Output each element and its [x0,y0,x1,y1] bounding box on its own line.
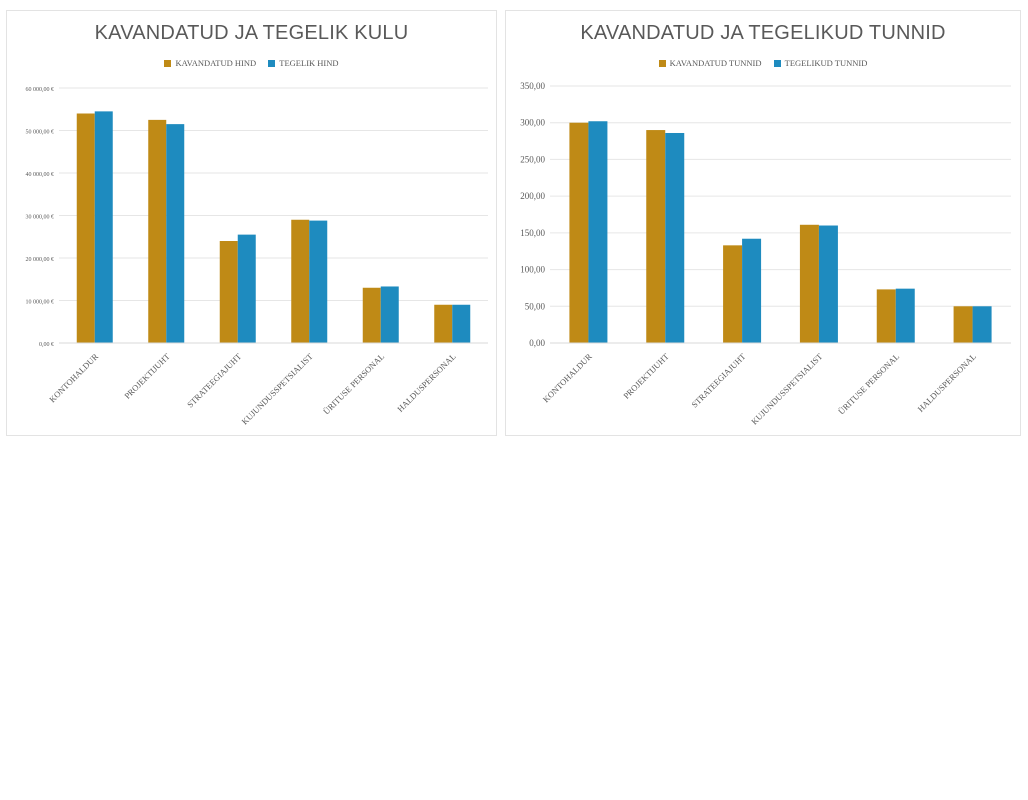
bar [452,304,471,343]
x-tick-label: PROJEKTIJUHT [122,351,172,401]
y-tick-label: 50,00 [525,301,546,311]
x-tick-label: KONTOHALDUR [47,351,100,404]
bar [742,238,762,343]
y-tick-label: 50 000,00 € [26,130,55,136]
y-tick-label: 20 000,00 € [26,257,55,263]
legend-swatch-actual [773,59,781,67]
y-tick-label: 200,00 [520,191,545,201]
y-tick-label: 0,00 € [39,342,54,348]
chart-legend: KAVANDATUD HIND TEGELIK HIND [7,58,496,69]
legend-label-planned: KAVANDATUD TUNNID [669,58,762,68]
y-tick-label: 40 000,00 € [26,172,55,178]
bar [569,122,589,343]
legend-item-planned: KAVANDATUD TUNNID [658,58,762,68]
x-tick-label: STRATEEGIAJUHT [689,351,748,410]
x-tick-label: KONTOHALDUR [541,351,594,404]
y-tick-label: 0,00 [529,338,545,348]
x-tick-label: HALDUSPERSONAL [915,351,978,414]
legend-swatch-planned [164,59,172,67]
bar [362,287,381,343]
chart-legend: KAVANDATUD TUNNID TEGELIKUD TUNNID [506,58,1020,69]
y-tick-label: 100,00 [520,265,545,275]
bar [148,119,167,343]
x-tick-label: HALDUSPERSONAL [395,351,458,414]
x-tick-label: KUJUNDUSSPETSIALIST [749,351,825,427]
bar [237,234,256,343]
chart-title: KAVANDATUD JA TEGELIKUD TUNNID [580,22,946,44]
bar [76,113,95,343]
bar [434,304,453,343]
bar [94,111,113,343]
bar [166,124,185,343]
x-tick-label: KUJUNDUSSPETSIALIST [239,351,315,427]
bar [799,224,819,343]
bar [291,219,310,343]
legend-label-actual: TEGELIK HIND [279,58,339,68]
hours-chart-panel: KAVANDATUD JA TEGELIKUD TUNNID KAVANDATU… [505,10,1021,436]
legend-swatch-planned [658,59,666,67]
y-tick-label: 30 000,00 € [26,215,55,221]
x-tick-label: PROJEKTIJUHT [621,351,671,401]
x-tick-label: STRATEEGIAJUHT [185,351,244,410]
legend-item-actual: TEGELIK HIND [268,58,339,68]
y-tick-label: 350,00 [520,81,545,91]
y-tick-label: 150,00 [520,228,545,238]
x-tick-label: ÜRITUSE PERSONAL [836,351,901,416]
bar [380,286,399,343]
bar [895,288,915,343]
legend-label-planned: KAVANDATUD HIND [175,58,257,68]
bar [972,306,992,343]
legend-swatch-actual [268,59,276,67]
bar [723,245,743,343]
legend-label-actual: TEGELIKUD TUNNID [784,58,868,68]
y-tick-label: 250,00 [520,154,545,164]
cost-chart-panel: KAVANDATUD JA TEGELIK KULU KAVANDATUD HI… [6,10,497,436]
hours-bar-chart: 0,00 50,00 100,00 150,00 200,00 250,00 300,00 3… [520,81,1011,427]
y-tick-label: 10 000,00 € [26,300,55,306]
y-tick-label: 300,00 [520,118,545,128]
legend-item-actual: TEGELIKUD TUNNID [773,58,868,68]
y-tick-label: 60 000,00 € [26,87,55,93]
bar [646,130,666,343]
bar [588,121,608,343]
bar [953,306,973,343]
bar [818,225,838,343]
bar [665,132,685,343]
cost-bar-chart: 0,00 € 10 000,00 € 20 000,00 € 30 000,00 € 4… [26,87,488,427]
bar [876,289,896,343]
chart-title: KAVANDATUD JA TEGELIK KULU [94,22,409,44]
bar [219,241,238,343]
legend-item-planned: KAVANDATUD HIND [164,58,256,68]
bar [309,220,328,343]
x-tick-label: ÜRITUSE PERSONAL [321,351,386,416]
